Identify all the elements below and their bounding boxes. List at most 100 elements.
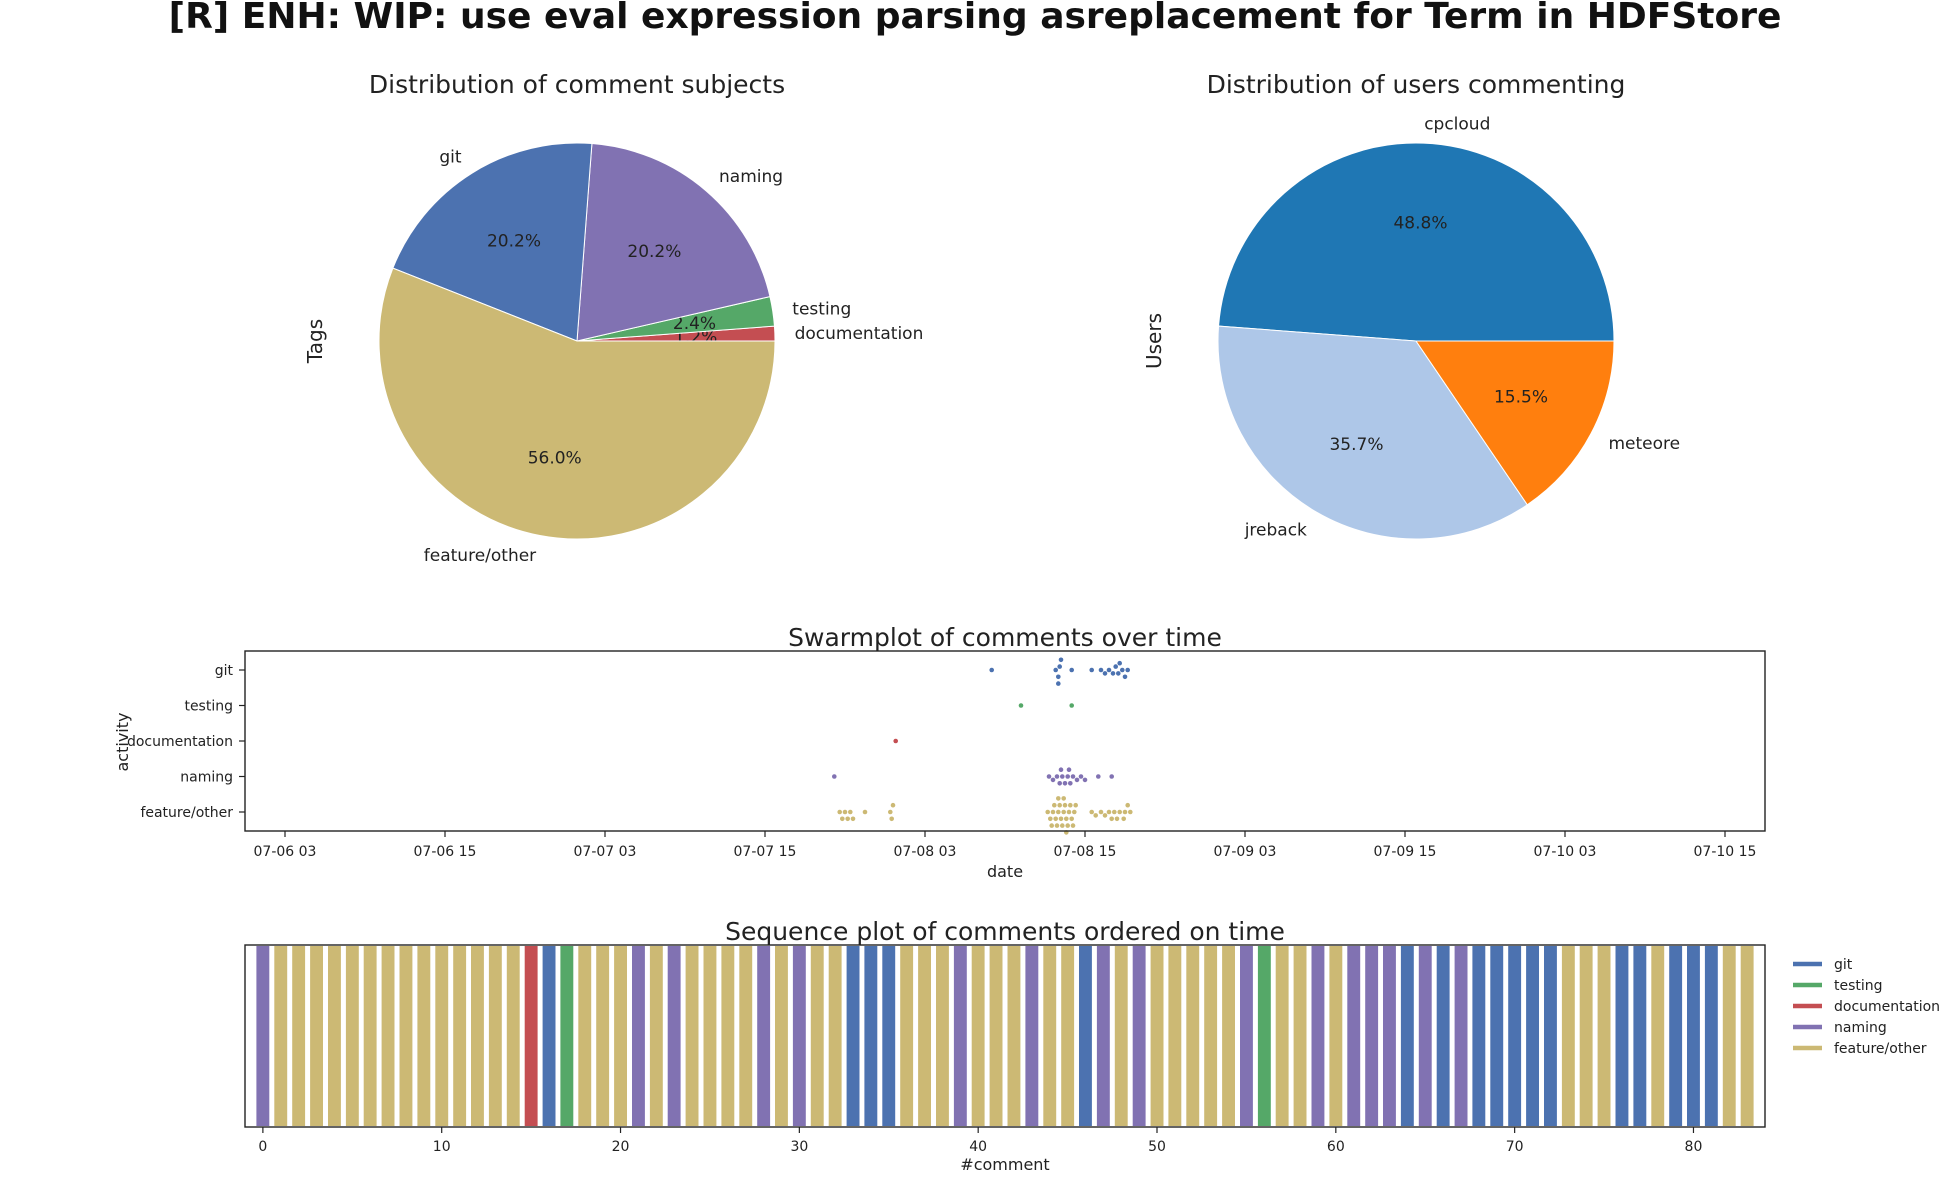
swarm-point-git <box>1089 667 1094 673</box>
swarm-point-feature-other <box>1049 823 1054 828</box>
sequence-bar-feature-other <box>1114 946 1128 1126</box>
swarm-xtick-label: 07-10 15 <box>1694 844 1757 860</box>
sequence-bar-feature-other <box>828 946 842 1126</box>
sequence-bar-feature-other <box>292 946 306 1126</box>
swarm-point-feature-other <box>1128 809 1133 815</box>
swarm-point-feature-other <box>1106 809 1112 815</box>
sequence-frame <box>244 944 1766 1128</box>
swarm-point-feature-other <box>1054 823 1060 828</box>
swarm-point-feature-other <box>1112 809 1117 815</box>
sequence-xtick-label: 50 <box>1148 1139 1166 1155</box>
sequence-bar-feature-other <box>1579 946 1593 1126</box>
sequence-bar-naming <box>1096 946 1110 1126</box>
subjects-label-git: git <box>439 147 462 167</box>
swarm-xtick-label: 07-10 03 <box>1534 844 1597 860</box>
swarm-point-feature-other <box>1045 809 1050 815</box>
sequence-bar-git <box>1526 946 1539 1126</box>
sequence-bar-feature-other <box>345 946 359 1126</box>
sequence-bar-naming <box>1132 946 1146 1126</box>
swarm-point-git <box>1058 657 1064 663</box>
sequence-xtick-label: 10 <box>433 1139 451 1155</box>
subjects-pct-naming: 20.2% <box>627 242 681 262</box>
sequence-title: Sequence plot of comments ordered on tim… <box>725 917 1285 946</box>
swarm-point-git <box>989 667 994 673</box>
legend-label-naming: naming <box>1834 1020 1887 1036</box>
swarm-point-naming <box>1054 774 1060 779</box>
swarm-point-feature-other <box>845 816 850 822</box>
sequence-bar-feature-other <box>1561 946 1575 1126</box>
swarm-point-git <box>1122 674 1128 680</box>
sequence-bar-feature-other <box>310 946 323 1126</box>
swarm-frame <box>244 650 1766 832</box>
swarm-point-feature-other <box>1065 823 1070 828</box>
swarm-point-feature-other <box>889 816 894 822</box>
sequence-bar-feature-other <box>918 946 931 1126</box>
sequence-bar-git <box>1472 946 1486 1126</box>
sequence-legend: git testing documentation naming feature/oth… <box>1793 957 1940 1057</box>
sequence-bar-feature-other <box>1722 946 1736 1126</box>
sequence-bar-feature-other <box>1275 946 1289 1126</box>
swarm-xtick-label: 07-07 15 <box>734 844 797 860</box>
subjects-pie-ylabel: Tags <box>303 319 327 364</box>
swarm-point-feature-other <box>1121 816 1126 822</box>
users-pct-cpcloud: 48.8% <box>1393 213 1447 233</box>
swarm-point-testing <box>1069 703 1074 708</box>
sequence-bar-feature-other <box>274 946 288 1126</box>
sequence-bar-testing <box>1257 946 1271 1126</box>
swarm-point-feature-other <box>1061 809 1066 815</box>
sequence-xtick-label: 0 <box>258 1139 267 1155</box>
sequence-bar-feature-other <box>900 946 914 1126</box>
sequence-bar-feature-other <box>614 946 627 1126</box>
sequence-bar-feature-other <box>1007 946 1021 1126</box>
subjects-label-testing: testing <box>792 299 851 319</box>
swarm-ytick-label-git: git <box>215 663 234 679</box>
sequence-bar-feature-other <box>381 946 395 1126</box>
sequence-xtick-label: 70 <box>1506 1139 1524 1155</box>
sequence-bar-git <box>864 946 878 1126</box>
sequence-bar-feature-other <box>810 946 824 1126</box>
swarm-point-git <box>1102 671 1108 676</box>
sequence-bar-naming <box>256 946 270 1126</box>
swarm-xlabel: date <box>987 862 1023 881</box>
sequence-xtick-label: 80 <box>1685 1139 1703 1155</box>
users-pie-title: Distribution of users commenting <box>1207 70 1626 99</box>
swarm-point-feature-other <box>1073 802 1078 808</box>
sequence-bar-naming <box>1365 946 1379 1126</box>
swarm-point-feature-other <box>1052 802 1057 808</box>
swarm-point-feature-other <box>1102 813 1108 818</box>
subjects-pct-feature-other: 56.0% <box>528 449 582 469</box>
sequence-bar-git <box>882 946 896 1126</box>
legend-label-git: git <box>1834 957 1853 973</box>
sequence-bar-naming <box>953 946 967 1126</box>
swarm-point-feature-other <box>840 816 845 822</box>
sequence-bar-feature-other <box>936 946 949 1126</box>
sequence-bar-feature-other <box>1740 946 1754 1126</box>
swarm-point-naming <box>1058 767 1064 772</box>
swarm-point-feature-other <box>1061 796 1066 801</box>
sequence-bar-feature-other <box>1651 946 1665 1126</box>
swarm-point-feature-other <box>890 802 896 808</box>
subjects-label-naming: naming <box>719 167 783 187</box>
swarm-point-feature-other <box>1062 802 1068 808</box>
swarm-ytick-label-naming: naming <box>180 770 233 786</box>
sequence-bar-feature-other <box>488 946 502 1126</box>
legend-label-feature-other: feature/other <box>1834 1041 1927 1057</box>
sequence-bar-naming <box>1311 946 1325 1126</box>
swarm-xtick-label: 07-06 03 <box>254 844 317 860</box>
swarm-point-git <box>1098 667 1104 673</box>
sequence-bar-testing <box>560 946 574 1126</box>
sequence-xtick-label: 40 <box>969 1139 987 1155</box>
sequence-bar-git <box>542 946 556 1126</box>
users-label-meteore: meteore <box>1609 434 1681 454</box>
page-title: [R] ENH: WIP: use eval expression parsin… <box>168 0 1782 37</box>
swarm-xtick-label: 07-06 15 <box>414 844 477 860</box>
sequence-bar-naming <box>1025 946 1039 1126</box>
swarm-point-feature-other <box>1114 816 1120 822</box>
swarm-xtick-label: 07-08 03 <box>894 844 957 860</box>
sequence-bar-git <box>1633 946 1647 1126</box>
swarm-point-git <box>1116 671 1121 676</box>
subjects-slice-naming <box>576 143 771 342</box>
sequence-bar-feature-other <box>417 946 431 1126</box>
swarm-point-naming <box>1074 777 1080 783</box>
swarm-point-feature-other <box>1122 809 1128 815</box>
